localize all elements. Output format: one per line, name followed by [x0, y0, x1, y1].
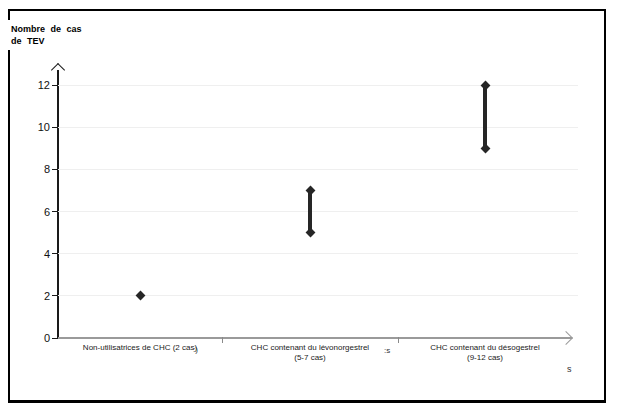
y-tick-mark — [52, 253, 58, 254]
y-axis-line — [57, 70, 59, 338]
y-tick-label: 6 — [20, 205, 50, 219]
data-marker-diamond — [480, 80, 490, 90]
data-marker-diamond — [305, 185, 315, 195]
range-bar — [483, 85, 487, 148]
category-label-line2: (9-12 cas) — [385, 353, 585, 363]
y-tick-label: 10 — [20, 120, 50, 134]
artifact-text-3: s — [567, 364, 572, 374]
y-tick-label: 8 — [20, 162, 50, 176]
chart-canvas: Nombre de cas de TEV 024681012Non-utilis… — [0, 0, 618, 410]
y-axis-title: Nombre de cas de TEV — [4, 20, 88, 50]
y-axis-arrow-icon — [51, 63, 65, 77]
y-tick-mark — [52, 338, 58, 339]
x-axis-line — [58, 337, 572, 339]
gridline — [58, 85, 578, 86]
y-tick-mark — [52, 169, 58, 170]
gridline — [58, 253, 578, 254]
y-tick-mark — [52, 211, 58, 212]
y-tick-label: 4 — [20, 247, 50, 261]
plot-area: 024681012Non-utilisatrices de CHC (2 cas… — [0, 0, 618, 410]
category-label: CHC contenant du désogestrel(9-12 cas) — [385, 343, 585, 363]
category-label-line1: CHC contenant du désogestrel — [385, 343, 585, 353]
gridline — [58, 211, 578, 212]
category-label: CHC contenant du lévonorgestrel(5-7 cas) — [210, 343, 410, 363]
artifact-text-2: :s — [384, 346, 390, 355]
data-marker-diamond — [480, 143, 490, 153]
y-tick-label: 2 — [20, 289, 50, 303]
y-tick-mark — [52, 127, 58, 128]
artifact-text-1: :) — [193, 345, 198, 354]
gridline — [58, 169, 578, 170]
category-label-line2: (5-7 cas) — [210, 353, 410, 363]
y-axis-title-line1: Nombre de cas — [11, 23, 82, 35]
data-marker-diamond — [135, 291, 145, 301]
y-tick-mark — [52, 295, 58, 296]
category-label-line1: CHC contenant du lévonorgestrel — [210, 343, 410, 353]
y-tick-mark — [52, 85, 58, 86]
data-marker-diamond — [305, 228, 315, 238]
y-tick-label: 12 — [20, 78, 50, 92]
y-axis-title-line2: de TEV — [11, 35, 82, 47]
gridline — [58, 127, 578, 128]
